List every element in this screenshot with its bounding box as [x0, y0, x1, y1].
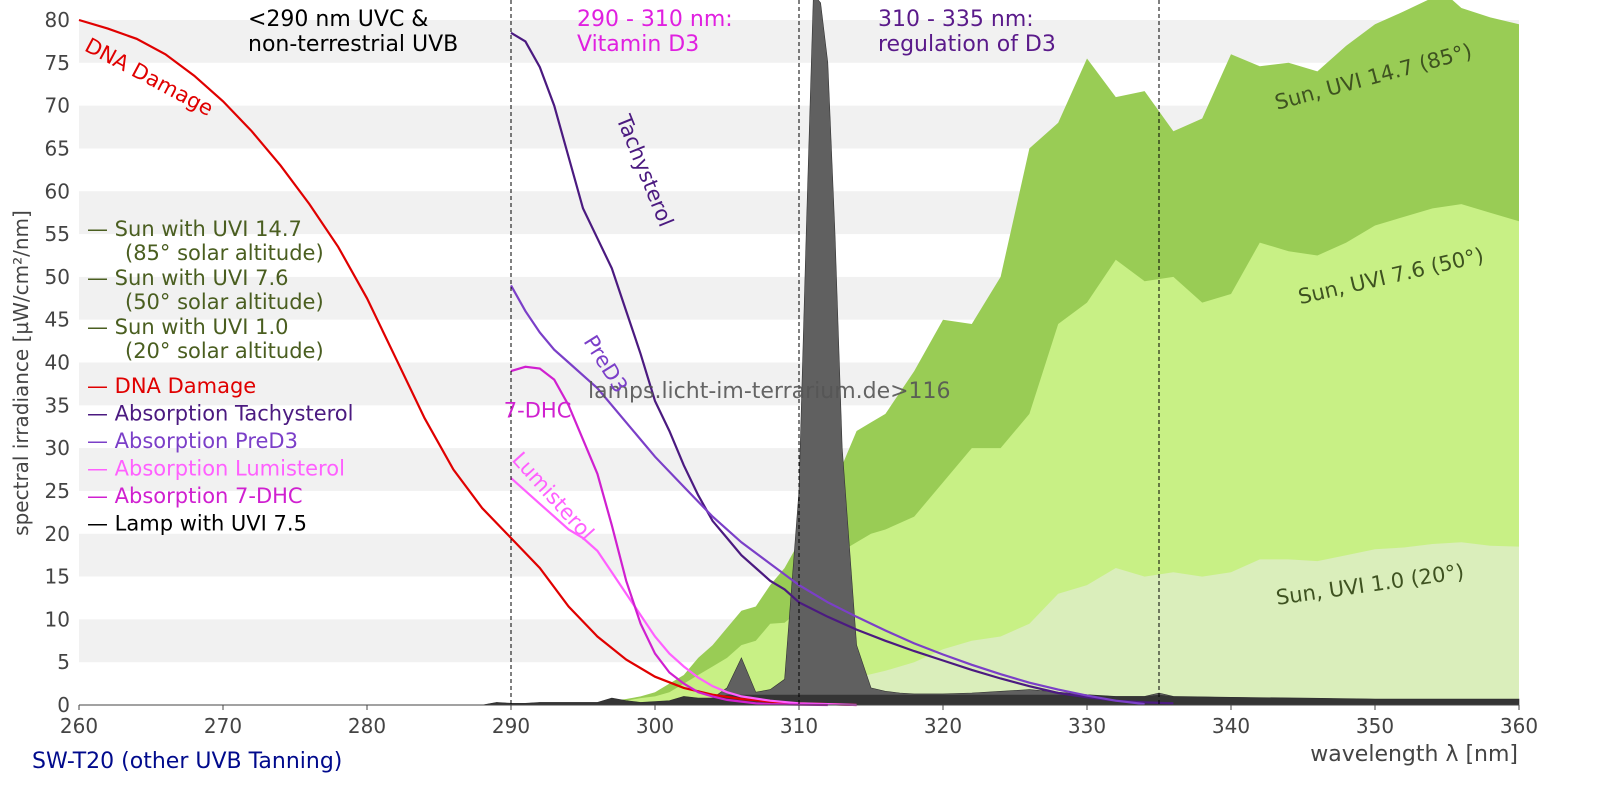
y-tick-label: 20	[45, 522, 70, 546]
region-label: non-terrestrial UVB	[248, 32, 458, 57]
y-tick-label: 30	[45, 436, 70, 460]
absorption-curves	[78, 18, 1174, 707]
curve-dna-damage	[78, 18, 857, 707]
x-tick-label: 270	[204, 714, 242, 738]
x-tick-label: 300	[636, 714, 674, 738]
x-tick-label: 340	[1212, 714, 1250, 738]
region-label: regulation of D3	[878, 32, 1056, 57]
curve-absorption-lumisterol	[510, 477, 857, 707]
y-tick-label: 60	[45, 179, 70, 203]
area-sun-uvi-1-0-20	[655, 542, 1519, 705]
spectrum-areas	[482, 0, 1520, 706]
legend-subtitle: (50° solar altitude)	[125, 290, 324, 314]
y-tick-label: 35	[45, 393, 70, 417]
annotation-label: 7-DHC	[504, 398, 572, 422]
x-tick-label: 330	[1068, 714, 1106, 738]
curve-absorption-pred3	[510, 284, 1145, 706]
x-tick-label: 290	[492, 714, 530, 738]
legend-subtitle: (20° solar altitude)	[125, 339, 324, 363]
x-tick-label: 280	[348, 714, 386, 738]
region-label: 310 - 335 nm:	[878, 7, 1034, 32]
y-tick-label: 25	[45, 479, 70, 503]
x-axis-label: wavelength λ [nm]	[1310, 742, 1518, 767]
legend-entry: — DNA Damage	[87, 374, 256, 398]
legend-entry: — Sun with UVI 7.6	[87, 266, 289, 290]
curve-absorption-7-dhc	[510, 365, 828, 707]
y-tick-label: 45	[45, 308, 70, 332]
x-tick-label: 310	[780, 714, 818, 738]
y-tick-label: 65	[45, 136, 70, 160]
axes: 0 5 10 15 20 25 30 35 40 45 50 55 60 65 70 75 80 260 270 28…	[45, 8, 1539, 738]
watermark: lamps.licht-im-terrarium.de>116	[588, 379, 951, 404]
curve-absorption-tachysterol	[510, 31, 1174, 705]
y-tick-label: 55	[45, 222, 70, 246]
footer-label: SW-T20 (other UVB Tanning)	[32, 749, 342, 774]
y-axis-label: spectral irradiance [µW/cm²/nm]	[9, 210, 33, 536]
x-tick-label: 360	[1500, 714, 1538, 738]
legend-entry: — Absorption PreD3	[87, 429, 298, 453]
y-tick-label: 70	[45, 94, 70, 118]
legend-entry: — Absorption 7-DHC	[87, 484, 303, 508]
legend-entry: — Sun with UVI 14.7	[87, 217, 302, 241]
y-tick-label: 80	[45, 8, 70, 32]
y-tick-label: 10	[45, 607, 70, 631]
region-label: <290 nm UVC &	[248, 7, 428, 32]
legend-subtitle: (85° solar altitude)	[125, 241, 324, 265]
y-tick-label: 5	[57, 650, 70, 674]
y-tick-label: 40	[45, 351, 70, 375]
y-tick-label: 15	[45, 565, 70, 589]
y-tick-label: 75	[45, 51, 70, 75]
region-dividers	[510, 0, 1160, 705]
legend-entry: — Lamp with UVI 7.5	[87, 512, 307, 536]
y-tick-label: 0	[57, 693, 70, 717]
x-tick-label: 260	[60, 714, 98, 738]
grid-band	[79, 20, 1519, 63]
legend-entry: — Absorption Tachysterol	[87, 402, 353, 426]
region-label: 290 - 310 nm:	[577, 7, 733, 32]
y-tick-label: 50	[45, 265, 70, 289]
region-label: Vitamin D3	[577, 32, 699, 57]
x-tick-label: 320	[924, 714, 962, 738]
legend-entry: — Sun with UVI 1.0	[87, 315, 289, 339]
legend-entry: — Absorption Lumisterol	[87, 457, 345, 481]
x-tick-label: 350	[1356, 714, 1394, 738]
